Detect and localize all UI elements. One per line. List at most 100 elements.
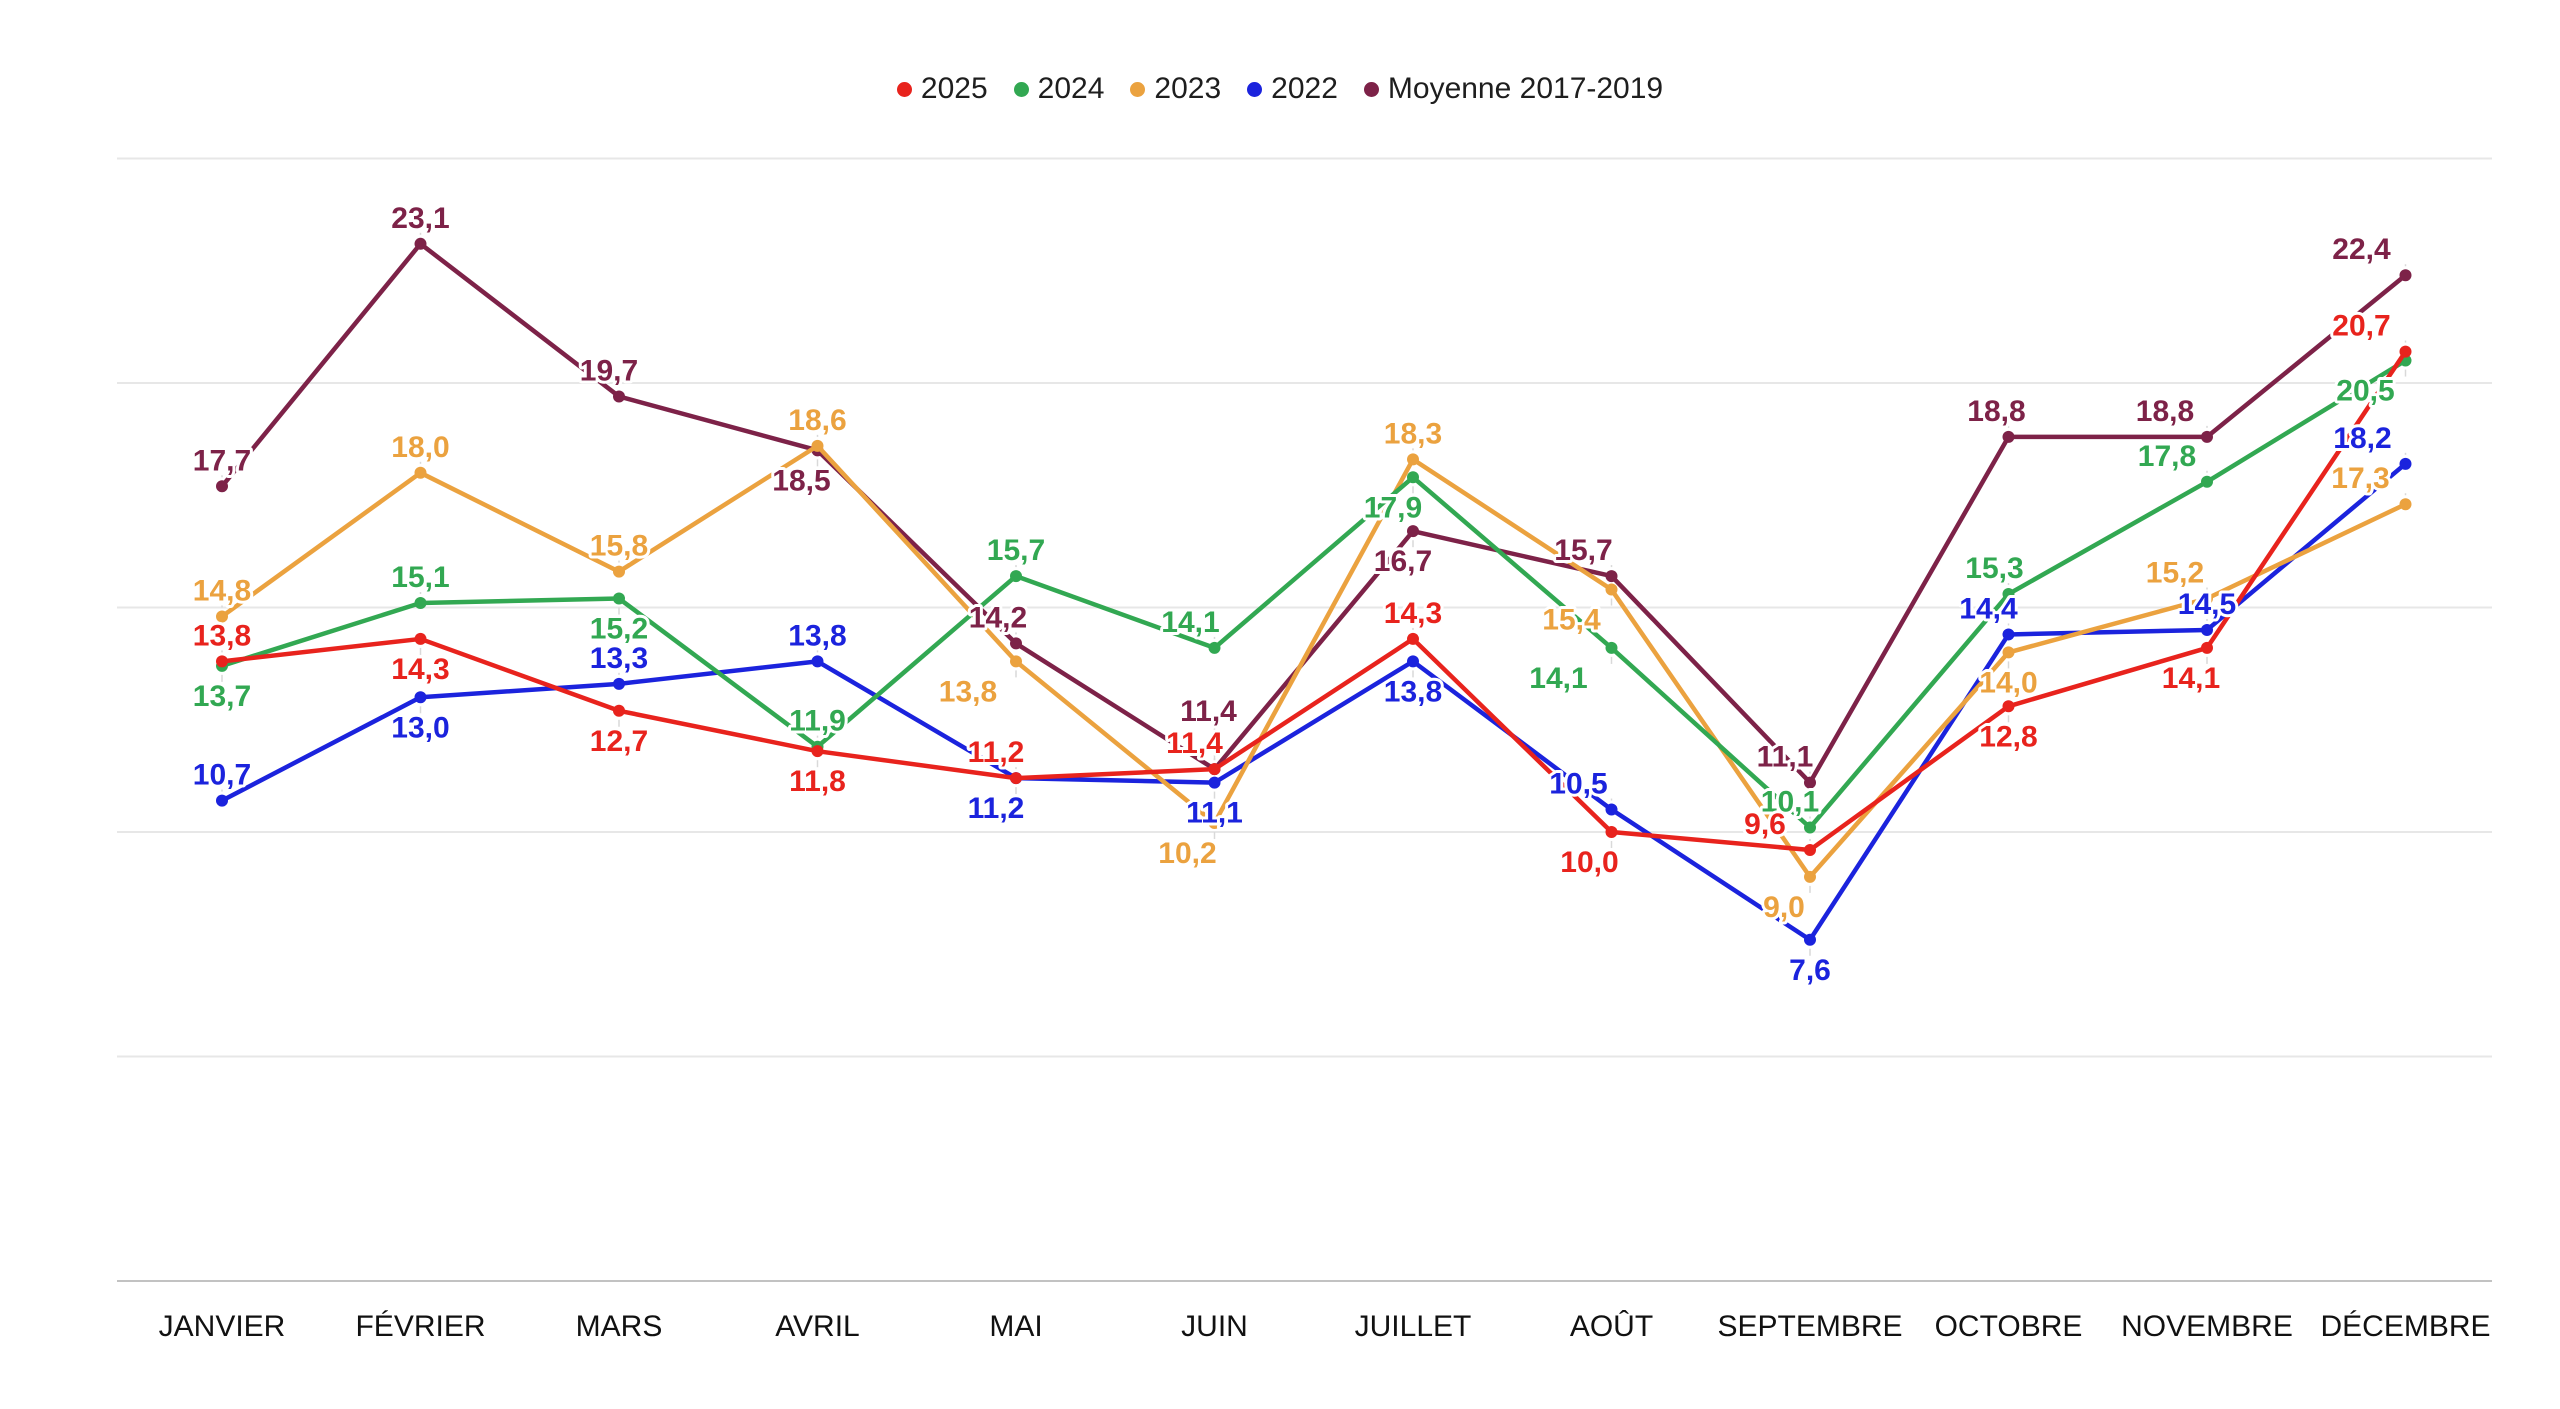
data-label-2022: 18,2 (2333, 422, 2391, 455)
series-line-2022 (219, 461, 2408, 943)
data-label-2022: 13,3 (590, 642, 648, 675)
data-label-2025: 12,8 (1979, 720, 2037, 753)
data-label-2024: 14,1 (1529, 662, 1587, 695)
series-line-2025 (219, 349, 2408, 853)
data-point (1605, 583, 1618, 596)
data-label-moyenne-2017-2019: 16,7 (1374, 545, 1432, 578)
data-label-2022: 14,4 (1959, 592, 2018, 625)
data-label-2022: 11,1 (1186, 797, 1243, 830)
data-label-moyenne-2017-2019: 11,4 (1180, 695, 1237, 728)
data-label-moyenne-2017-2019: 15,7 (1554, 534, 1612, 567)
data-point (1605, 570, 1618, 583)
data-label-moyenne-2017-2019: 18,5 (772, 464, 830, 497)
data-label-2024: 15,7 (987, 534, 1045, 567)
series-line-moyenne-2017-2019 (219, 241, 2408, 785)
legend-dot-icon (1363, 81, 1379, 97)
data-point (1010, 637, 1022, 650)
data-label-2025: 12,7 (590, 725, 648, 758)
data-point (216, 610, 228, 623)
data-label-2024: 15,3 (1965, 552, 2023, 585)
x-axis-label: OCTOBRE (1935, 1310, 2083, 1343)
data-label-2022: 10,7 (193, 759, 251, 792)
data-label-2024: 14,1 (1161, 606, 1219, 639)
series-line-2023 (219, 443, 2408, 880)
legend-label: Moyenne 2017-2019 (1387, 72, 1664, 105)
data-point (2201, 641, 2213, 654)
data-point (2002, 646, 2015, 659)
data-point (414, 466, 427, 479)
legend-item-2025: 2025 (896, 72, 988, 106)
data-point (811, 745, 824, 758)
data-label-2023: 9,0 (1763, 891, 1805, 924)
data-point (1804, 870, 1816, 883)
legend-item-2022: 2022 (1247, 72, 1338, 106)
data-label-layer: 17,7 23,1 19,7 18,5 14,2 11,4 16,7 15,7 11,1 18,8… (190, 199, 2407, 990)
data-label-2023: 15,2 (2146, 557, 2204, 590)
data-point (613, 677, 625, 690)
data-point (2201, 475, 2213, 488)
data-point (1208, 763, 1221, 776)
data-point (2201, 623, 2213, 636)
data-label-2025: 11,8 (789, 765, 846, 798)
legend-dot-icon (1013, 81, 1029, 97)
x-axis-label: JUIN (1181, 1310, 1248, 1343)
x-axis-label: FÉVRIER (355, 1310, 485, 1343)
x-axis-label: JANVIER (159, 1310, 286, 1343)
legend-label: 2023 (1154, 72, 1222, 105)
data-label-2023: 18,0 (391, 431, 449, 464)
data-label-2023: 18,3 (1384, 417, 1442, 450)
x-axis-label: NOVEMBRE (2121, 1310, 2293, 1343)
x-axis-label: MAI (989, 1310, 1042, 1343)
data-label-moyenne-2017-2019: 19,7 (580, 354, 638, 387)
data-point (613, 565, 625, 578)
data-point (2399, 498, 2412, 511)
data-label-moyenne-2017-2019: 22,4 (2332, 233, 2391, 266)
data-point (1605, 641, 1618, 654)
data-point (216, 655, 228, 668)
data-label-2025: 14,3 (1384, 597, 1442, 630)
data-label-2023: 10,2 (1158, 837, 1216, 870)
data-point (1010, 570, 1022, 583)
data-point (1208, 641, 1221, 654)
data-label-2025: 14,3 (391, 653, 449, 686)
data-label-2024: 20,5 (2336, 375, 2394, 408)
data-label-2022: 10,5 (1549, 768, 1607, 801)
legend-dot-icon (1247, 81, 1263, 97)
data-label-2025: 10,0 (1560, 846, 1618, 879)
data-label-2024: 17,8 (2138, 440, 2196, 473)
data-point (2002, 588, 2015, 601)
data-label-2022: 11,2 (968, 792, 1025, 825)
data-point (2002, 700, 2015, 713)
data-point (1605, 803, 1618, 816)
data-label-2024: 15,1 (391, 561, 449, 594)
data-point (613, 592, 625, 605)
data-point (1407, 471, 1419, 484)
data-label-2024: 10,1 (1761, 786, 1819, 819)
data-point (2201, 592, 2213, 605)
data-label-2023: 14,8 (193, 574, 251, 607)
data-point (1605, 826, 1618, 838)
legend-item-2024: 2024 (1013, 72, 1104, 106)
data-point (414, 597, 427, 610)
data-label-2025: 11,4 (1166, 727, 1223, 760)
data-label-2022: 13,0 (391, 711, 449, 744)
data-label-moyenne-2017-2019: 18,8 (1967, 395, 2025, 428)
data-label-2022: 7,6 (1789, 954, 1831, 987)
data-label-2024: 17,9 (1364, 491, 1422, 524)
legend-label: 2025 (920, 72, 988, 105)
data-label-2023: 13,8 (939, 675, 997, 708)
series-line-2024 (219, 358, 2408, 830)
data-label-2025: 13,8 (193, 619, 251, 652)
data-point (2201, 430, 2213, 443)
data-label-2023: 14,0 (1979, 666, 2037, 699)
data-point (2002, 430, 2015, 443)
legend-item-moyenne-2017-2019: Moyenne 2017-2019 (1363, 72, 1664, 106)
data-label-moyenne-2017-2019: 17,7 (193, 444, 251, 477)
data-point (1804, 821, 1816, 834)
data-point (1407, 525, 1419, 538)
data-point (2399, 345, 2412, 358)
data-point (2399, 457, 2412, 470)
chart-legend: 2025 2024 2023 2022 Moyenne 2017-2019 (0, 72, 2560, 106)
data-label-2025: 14,1 (2162, 662, 2220, 695)
